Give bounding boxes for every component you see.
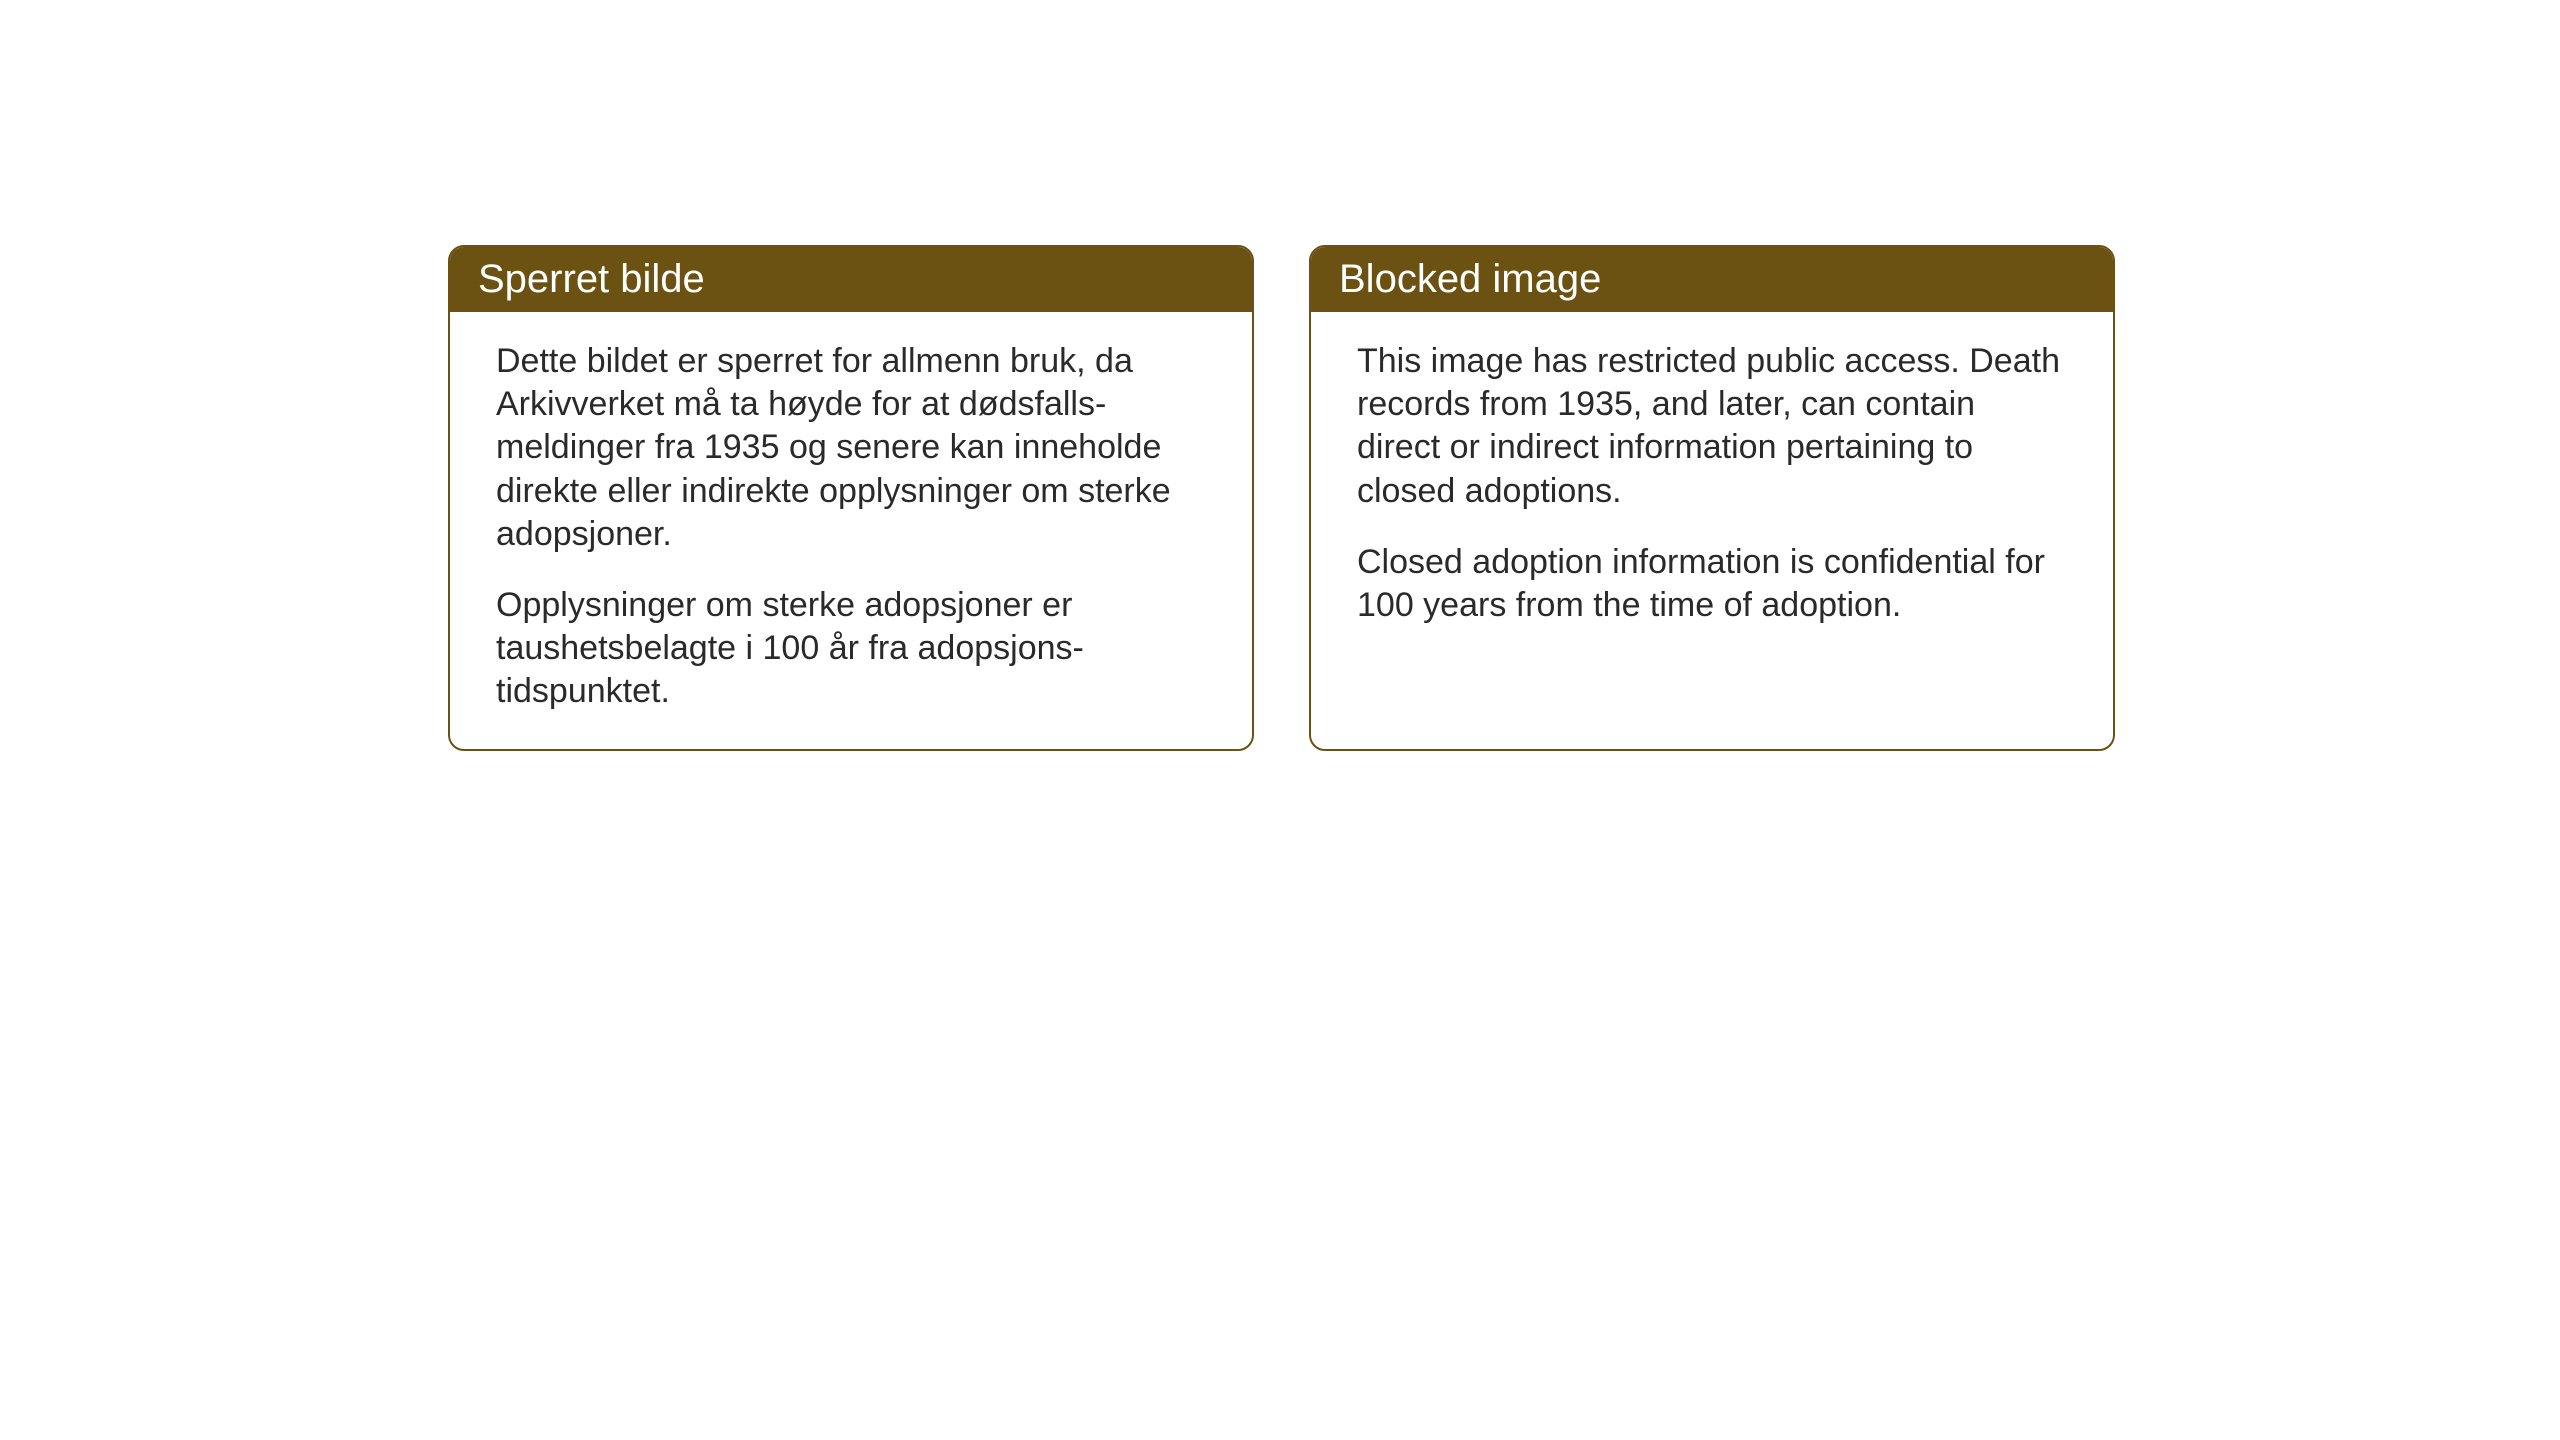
card-paragraph: Closed adoption information is confident… bbox=[1357, 541, 2067, 627]
card-title-english: Blocked image bbox=[1339, 257, 1601, 301]
notice-container: Sperret bilde Dette bildet er sperret fo… bbox=[448, 245, 2115, 751]
card-paragraph: Opplysninger om sterke adopsjoner er tau… bbox=[496, 584, 1206, 714]
card-body-norwegian: Dette bildet er sperret for allmenn bruk… bbox=[450, 312, 1252, 749]
card-paragraph: Dette bildet er sperret for allmenn bruk… bbox=[496, 340, 1206, 556]
notice-card-norwegian: Sperret bilde Dette bildet er sperret fo… bbox=[448, 245, 1254, 751]
card-title-norwegian: Sperret bilde bbox=[478, 257, 705, 301]
card-body-english: This image has restricted public access.… bbox=[1311, 312, 2113, 702]
card-header-english: Blocked image bbox=[1311, 247, 2113, 312]
notice-card-english: Blocked image This image has restricted … bbox=[1309, 245, 2115, 751]
card-paragraph: This image has restricted public access.… bbox=[1357, 340, 2067, 513]
card-header-norwegian: Sperret bilde bbox=[450, 247, 1252, 312]
